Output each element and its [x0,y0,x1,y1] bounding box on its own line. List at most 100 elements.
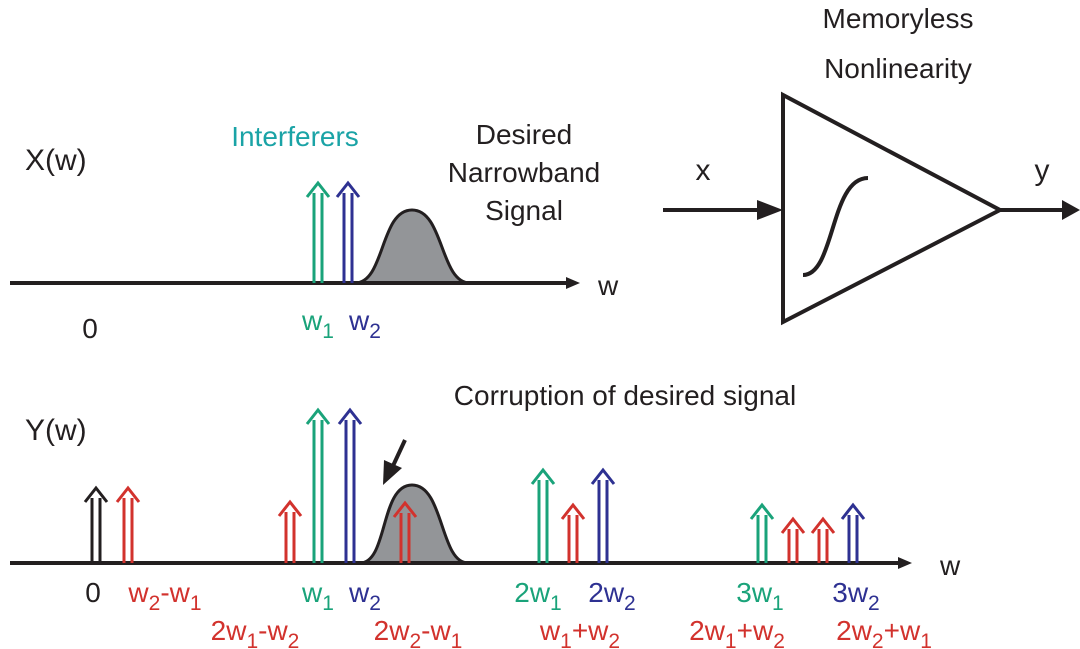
frequency-label: 2w2-w1 [374,615,463,649]
tone-arrow [590,467,616,563]
frequency-label: w1 [301,305,334,343]
subscript: 2 [868,592,880,615]
annotation-arrow [390,439,407,469]
tone-arrow [115,485,141,563]
label-part: 2w [374,615,411,646]
label-part: w [348,577,370,608]
label-part: -w [258,615,288,646]
sigmoid [802,176,869,277]
origin-label: 0 [82,313,98,344]
frequency-label: 2w2 [588,577,635,615]
frequency-label: 3w2 [832,577,879,615]
label-part: w [301,577,323,608]
desired-label: Narrowband [448,157,601,188]
subscript: 1 [772,592,784,615]
subscript: 2 [369,592,381,615]
tone-arrow [335,180,361,283]
annotation: Corruption of desired signal [454,380,796,411]
label-part: +w [572,615,609,646]
axis-label: w [939,550,961,581]
label-part: -w [421,615,451,646]
tone-arrow [83,485,109,563]
frequency-label: w1+w2 [539,615,620,649]
tone-arrow [780,516,806,563]
arrow-head [305,180,331,198]
subscript: 1 [322,320,334,343]
subscript: 2 [369,320,381,343]
axis-label: w [597,270,619,301]
desired-label: Signal [485,195,563,226]
label-part: 2w [689,615,726,646]
frequency-label: 0 [85,577,101,608]
subscript: 2 [773,630,785,649]
input-arrow [757,200,783,220]
label-part: 0 [85,577,101,608]
interferers-label: Interferers [231,121,359,152]
frequency-label: w1 [301,577,334,615]
tone-arrow [392,500,418,563]
subscript: 1 [190,592,202,615]
subscript: 2 [149,592,161,615]
subscript: 2 [624,592,636,615]
frequency-label: w2-w1 [127,577,201,615]
subscript: 1 [920,630,932,649]
subscript: 1 [322,592,334,615]
output-arrow [1062,200,1080,220]
desired-label: Desired [476,119,572,150]
tone-arrow [305,180,331,283]
frequency-label: w2 [348,577,381,615]
subscript: 2 [608,630,620,649]
desired-signal [354,208,471,285]
desired-signal [359,483,469,565]
subscript: 1 [550,592,562,615]
tone-arrow [337,407,363,563]
input-label: x [696,154,711,187]
tone-arrow [530,467,556,563]
subscript: 2 [409,630,421,649]
bottom-title: Y(w) [25,414,87,447]
label-part: 2w [588,577,625,608]
arrow-head [590,467,616,485]
amp-title: Nonlinearity [824,53,972,84]
arrow-head [780,516,806,534]
subscript: 2 [872,630,884,649]
frequency-label: 2w2+w1 [836,615,932,649]
arrow-head [115,485,141,503]
subscript: 1 [560,630,572,649]
arrow-head [560,502,586,520]
tone-arrow [840,502,866,563]
tone-arrow [749,502,775,563]
frequency-label: 2w1 [514,577,561,615]
label-part: 2w [836,615,873,646]
label-part: 2w [211,615,248,646]
tone-arrow [305,407,331,563]
arrow-head [392,500,418,518]
frequency-label: 3w1 [736,577,783,615]
label-part: w [127,577,149,608]
amplifier [781,91,1005,326]
arrow-head [305,407,331,425]
subscript: 1 [451,630,463,649]
annotation-arrowhead [383,460,402,485]
subscript: 1 [725,630,737,649]
arrow-head [335,180,361,198]
label-part: +w [737,615,774,646]
label-part: 3w [832,577,869,608]
arrow-head [337,407,363,425]
tone-arrow [277,499,303,563]
frequency-label: 2w1+w2 [689,615,785,649]
axis-arrow [898,557,912,569]
label-part: 3w [736,577,773,608]
arrow-head [277,499,303,517]
subscript: 2 [288,630,300,649]
label-part: +w [884,615,921,646]
output-label: y [1035,154,1050,187]
amp-title: Memoryless [823,3,974,34]
frequency-label: w2 [348,305,381,343]
tone-arrow [810,516,836,563]
arrow-head [810,516,836,534]
arrow-head [749,502,775,520]
top-title: X(w) [25,144,87,177]
tone-arrow [560,502,586,563]
